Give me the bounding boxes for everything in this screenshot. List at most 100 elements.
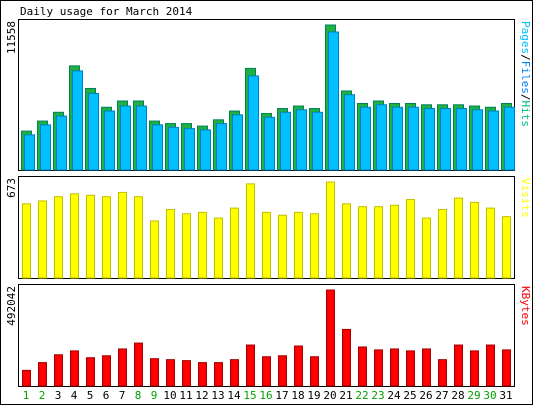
- bar-files: [456, 108, 467, 171]
- bar-files: [488, 110, 499, 171]
- bar-files: [152, 124, 163, 171]
- bar-kbytes: [406, 350, 415, 387]
- bar-visits: [502, 216, 511, 279]
- bar-visits: [86, 194, 95, 279]
- bar-files: [72, 70, 83, 171]
- bar-visits: [422, 217, 431, 279]
- bar-visits: [182, 213, 191, 279]
- bar-visits: [134, 196, 143, 279]
- x-tick-label: 30: [483, 389, 496, 402]
- bar-files: [440, 108, 451, 171]
- bar-kbytes: [118, 348, 127, 387]
- bar-kbytes: [454, 344, 463, 387]
- x-tick-label: 21: [339, 389, 352, 402]
- bar-files: [424, 108, 435, 171]
- bar-kbytes: [102, 355, 111, 387]
- x-tick-label: 31: [499, 389, 512, 402]
- bar-files: [216, 123, 227, 171]
- bar-kbytes: [326, 289, 335, 387]
- bar-kbytes: [342, 328, 351, 387]
- bar-kbytes: [134, 342, 143, 387]
- bar-visits: [390, 204, 399, 279]
- x-tick-label: 19: [307, 389, 320, 402]
- y-axis-label: Pages/Files/Hits: [519, 21, 532, 127]
- bar-kbytes: [422, 348, 431, 387]
- x-tick-label: 28: [451, 389, 464, 402]
- x-tick-label: 8: [135, 389, 142, 402]
- bar-visits: [326, 181, 335, 279]
- y-axis-label-part: Visits: [519, 178, 532, 218]
- bar-kbytes: [54, 354, 63, 387]
- bar-files: [88, 92, 99, 171]
- bar-visits: [102, 196, 111, 279]
- bar-visits: [54, 196, 63, 279]
- bar-files: [344, 94, 355, 171]
- x-tick-label: 1: [23, 389, 30, 402]
- x-tick-label: 6: [103, 389, 110, 402]
- y-axis-label: KBytes: [519, 286, 532, 326]
- bar-files: [280, 111, 291, 171]
- bar-kbytes: [390, 348, 399, 387]
- x-tick-label: 27: [435, 389, 448, 402]
- bar-kbytes: [294, 345, 303, 387]
- bar-visits: [406, 199, 415, 279]
- x-tick-label: 23: [371, 389, 384, 402]
- x-tick-label: 24: [387, 389, 401, 402]
- x-tick-label: 17: [275, 389, 288, 402]
- x-tick-label: 25: [403, 389, 416, 402]
- bar-files: [248, 75, 259, 171]
- y-axis-label-part: Hits: [519, 101, 532, 128]
- bar-files: [232, 114, 243, 171]
- bar-files: [408, 106, 419, 171]
- bar-files: [392, 106, 403, 171]
- x-tick-label: 26: [419, 389, 432, 402]
- bar-kbytes: [166, 359, 175, 387]
- bar-visits: [310, 213, 319, 279]
- bar-visits: [262, 211, 271, 279]
- x-tick-label: 16: [259, 389, 272, 402]
- bar-kbytes: [502, 349, 511, 387]
- x-tick-label: 14: [227, 389, 241, 402]
- x-tick-label: 7: [119, 389, 126, 402]
- bar-visits: [118, 191, 127, 279]
- bar-files: [184, 128, 195, 171]
- bar-visits: [342, 203, 351, 279]
- bar-kbytes: [182, 360, 191, 387]
- x-tick-label: 4: [71, 389, 78, 402]
- bar-kbytes: [70, 350, 79, 387]
- bar-kbytes: [278, 355, 287, 387]
- bar-kbytes: [374, 349, 383, 387]
- bar-kbytes: [470, 350, 479, 387]
- bar-visits: [438, 209, 447, 279]
- x-tick-label: 11: [179, 389, 192, 402]
- bar-kbytes: [246, 344, 255, 387]
- bar-files: [136, 105, 147, 171]
- bar-visits: [22, 203, 31, 279]
- bar-files: [312, 111, 323, 171]
- bar-visits: [230, 207, 239, 279]
- chart-title: Daily usage for March 2014: [20, 5, 193, 18]
- x-tick-label: 12: [195, 389, 208, 402]
- bar-kbytes: [230, 359, 239, 387]
- bar-kbytes: [22, 369, 31, 387]
- bar-files: [200, 129, 211, 171]
- bar-visits: [454, 197, 463, 279]
- x-tick-label: 15: [243, 389, 256, 402]
- bar-files: [328, 31, 339, 171]
- x-tick-label: 13: [211, 389, 224, 402]
- bar-kbytes: [438, 359, 447, 387]
- bar-visits: [486, 207, 495, 279]
- bar-files: [120, 105, 131, 171]
- bar-visits: [70, 193, 79, 279]
- bar-kbytes: [38, 362, 47, 387]
- bar-files: [104, 110, 115, 171]
- bar-kbytes: [262, 356, 271, 387]
- x-tick-label: 2: [39, 389, 46, 402]
- y-axis-label-part: /: [519, 54, 532, 61]
- y-max-label: 673: [5, 178, 18, 198]
- x-tick-label: 20: [323, 389, 336, 402]
- bar-files: [504, 106, 515, 171]
- y-max-label: 11558: [5, 21, 18, 54]
- bar-visits: [214, 217, 223, 279]
- x-tick-label: 9: [151, 389, 158, 402]
